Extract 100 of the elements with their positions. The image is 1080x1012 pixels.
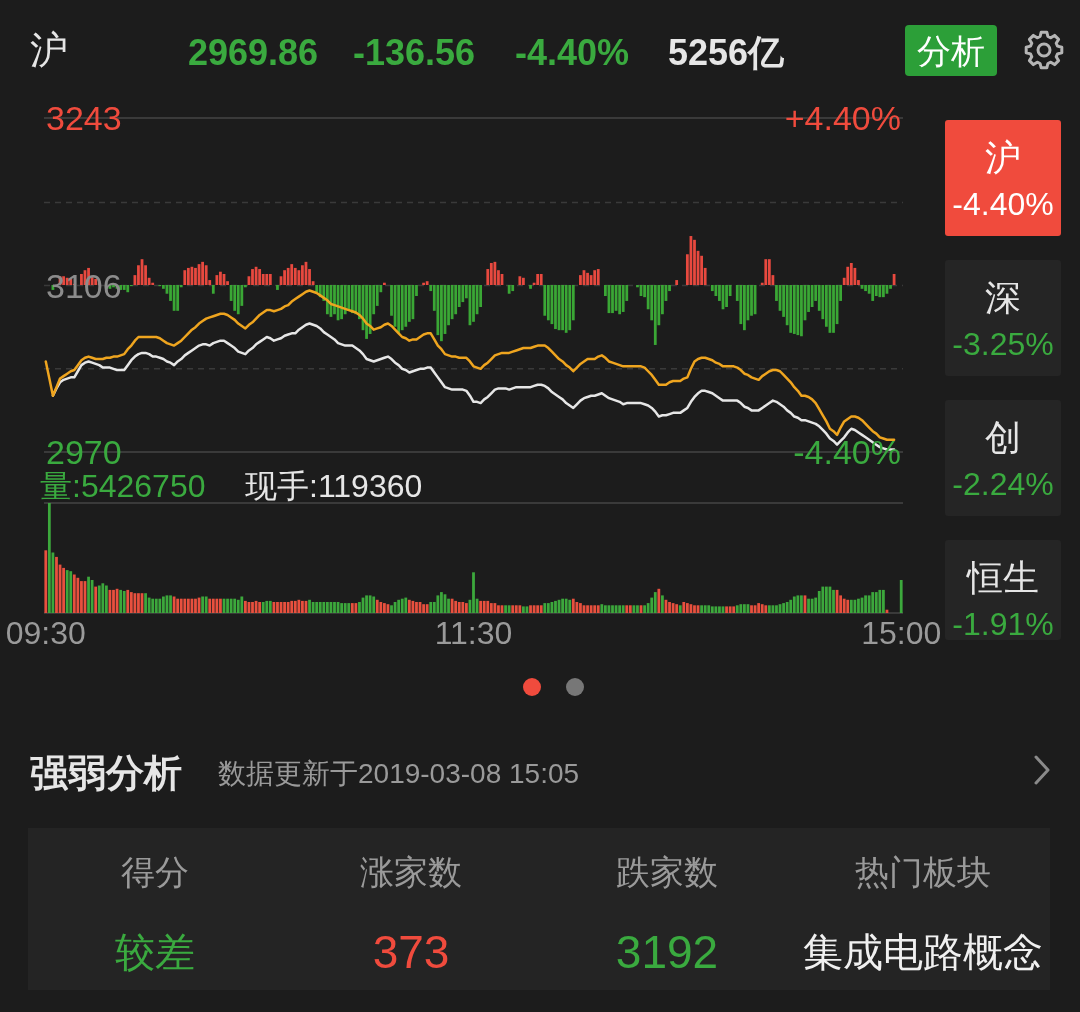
bar	[379, 602, 383, 613]
bar	[315, 285, 319, 293]
bar	[853, 599, 857, 613]
bar	[243, 600, 247, 613]
bar	[743, 285, 746, 331]
bar	[251, 602, 254, 613]
bar	[315, 602, 319, 613]
bar	[750, 285, 753, 316]
text: 沪	[30, 29, 68, 71]
bar	[62, 567, 65, 613]
text: 强弱分析	[30, 752, 182, 794]
text: 得分	[121, 853, 189, 891]
bar	[661, 595, 664, 613]
bar	[539, 273, 543, 285]
bar	[536, 605, 540, 613]
bar	[283, 270, 286, 285]
bar	[429, 602, 433, 613]
bar	[261, 273, 265, 285]
bar	[422, 604, 425, 613]
bar	[383, 282, 386, 285]
bar	[878, 589, 882, 613]
bar	[343, 603, 347, 613]
bar	[874, 592, 878, 613]
annotation: 量:5426750	[40, 468, 206, 504]
bar	[618, 605, 622, 613]
bar	[397, 599, 401, 613]
bar	[358, 602, 361, 613]
bar	[293, 267, 297, 285]
bar	[514, 605, 518, 613]
bar	[625, 605, 629, 613]
x-tick-label: 11:30	[434, 615, 513, 651]
bar	[507, 285, 511, 294]
text: -4.40%	[952, 186, 1054, 222]
bar	[586, 605, 589, 613]
bar	[657, 588, 661, 613]
text: 较差	[115, 930, 195, 974]
bar	[518, 276, 522, 285]
bar	[158, 598, 162, 613]
bar	[824, 586, 828, 613]
bar	[176, 285, 180, 311]
bar	[636, 605, 639, 613]
bar	[404, 285, 408, 327]
bar	[796, 285, 800, 336]
bar	[718, 606, 721, 613]
bar	[522, 606, 525, 613]
text: 2969.86	[188, 31, 319, 73]
bar	[857, 598, 860, 613]
bar	[682, 602, 686, 613]
bar	[561, 285, 564, 331]
bar	[511, 605, 515, 613]
bar	[543, 603, 547, 613]
bar	[276, 285, 279, 290]
bar	[343, 285, 347, 315]
bar	[236, 285, 240, 315]
bar	[546, 285, 550, 321]
bar	[80, 581, 83, 613]
x-tick-label: 09:30	[5, 615, 86, 651]
bar	[122, 285, 126, 290]
bar	[750, 605, 753, 613]
bar	[874, 285, 878, 297]
bar	[810, 598, 814, 613]
bar	[832, 589, 835, 613]
bar	[137, 593, 140, 613]
bar	[714, 606, 718, 613]
bar	[297, 599, 301, 613]
bar	[112, 589, 115, 613]
bar	[575, 602, 579, 613]
bar	[265, 273, 269, 285]
bar	[849, 262, 853, 285]
bar	[600, 604, 604, 613]
bar	[725, 285, 728, 308]
text: 创	[985, 416, 1021, 458]
bar	[464, 603, 468, 613]
bar	[436, 595, 440, 613]
bar	[529, 605, 532, 613]
bar	[147, 597, 151, 613]
bar	[789, 599, 793, 613]
bar	[479, 600, 483, 613]
bar	[322, 602, 326, 613]
bar	[283, 602, 286, 613]
bar	[122, 591, 126, 613]
text: 恒生	[966, 556, 1039, 598]
bar	[236, 599, 240, 613]
bar	[603, 605, 607, 613]
bar	[739, 604, 743, 613]
bar	[878, 285, 882, 298]
text: -4.40%	[515, 31, 630, 73]
bar	[350, 285, 354, 314]
bar	[596, 605, 600, 613]
bar	[693, 239, 696, 285]
bar	[846, 266, 850, 285]
bar	[767, 259, 771, 285]
text: 3192	[615, 926, 719, 978]
bar	[126, 589, 130, 613]
bar	[383, 603, 386, 613]
bar	[454, 600, 458, 613]
bar	[800, 595, 803, 613]
bar	[325, 602, 329, 613]
bar	[461, 285, 465, 303]
bar	[454, 285, 458, 315]
